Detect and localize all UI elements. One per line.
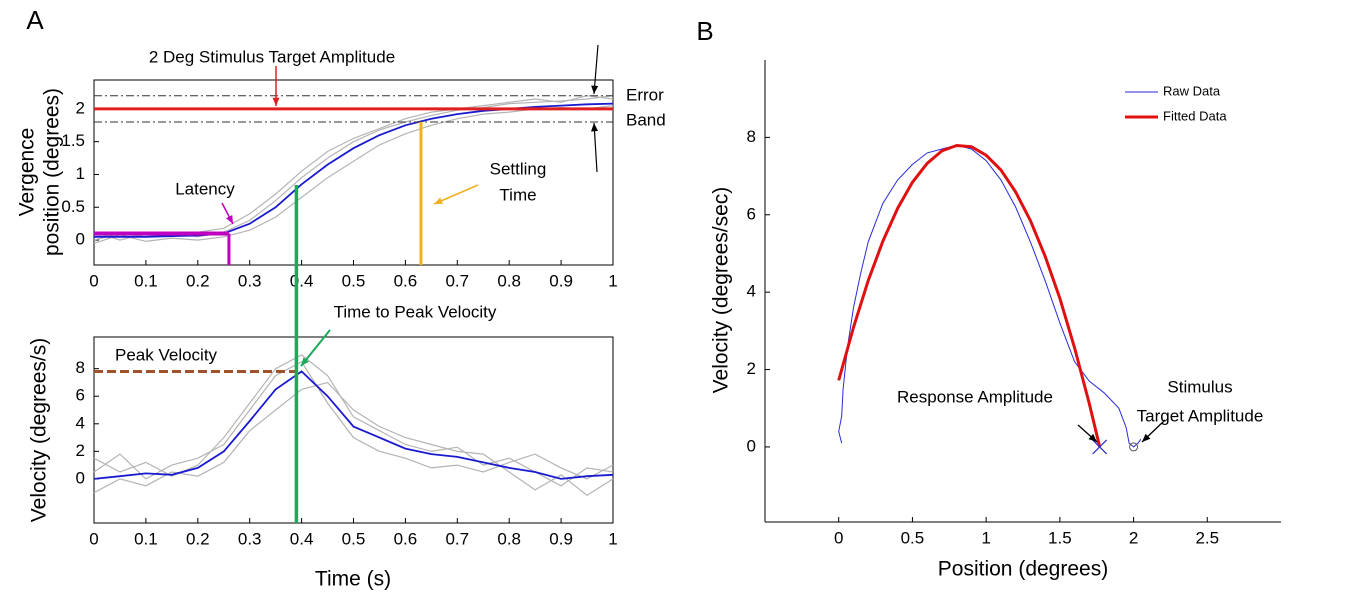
y-tick-label: 0 xyxy=(747,436,756,455)
y-tick-label: 2 xyxy=(747,359,756,378)
x-tick-label: 0.3 xyxy=(238,271,262,290)
y-tick-label: 1 xyxy=(76,164,85,183)
y-axis-label: Velocity (degrees/s) xyxy=(28,338,51,522)
x-tick-label: 0 xyxy=(834,528,843,547)
y-tick-label: 8 xyxy=(747,127,756,146)
panel-label: A xyxy=(26,5,44,35)
y-tick-label: 0 xyxy=(76,230,85,249)
annotation: Stimulus xyxy=(1167,377,1232,396)
x-tick-label: 0.5 xyxy=(342,529,366,548)
arrow-head xyxy=(226,215,233,224)
y-tick-label: 0 xyxy=(76,468,85,487)
arrow-head xyxy=(434,197,443,204)
arrow-head xyxy=(272,97,280,106)
x-tick-label: 0.4 xyxy=(290,271,314,290)
arrow-head xyxy=(301,357,309,366)
y-tick-label: 2 xyxy=(76,441,85,460)
y-tick-label: 4 xyxy=(76,413,85,432)
x-tick-label: 0.5 xyxy=(342,271,366,290)
data-line xyxy=(93,354,614,487)
legend-label: Raw Data xyxy=(1163,83,1221,98)
data-line xyxy=(93,370,614,480)
y-tick-label: 6 xyxy=(747,204,756,223)
legend-label: Fitted Data xyxy=(1163,108,1227,123)
y-tick-label: 4 xyxy=(747,282,756,301)
x-tick-label: 0.8 xyxy=(497,271,521,290)
annotation: 2 Deg Stimulus Target Amplitude xyxy=(149,47,395,66)
x-tick-label: 0.6 xyxy=(394,529,418,548)
x-tick-label: 2 xyxy=(1129,528,1138,547)
annotation: Peak Velocity xyxy=(115,345,218,364)
arrow-head xyxy=(591,123,599,132)
x-tick-label: 0 xyxy=(89,271,98,290)
y-tick-label: 1.5 xyxy=(61,131,85,150)
y-axis-label: position (degrees) xyxy=(41,88,64,256)
x-tick-label: 0.5 xyxy=(901,528,925,547)
x-tick-label: 0.7 xyxy=(445,529,469,548)
x-tick-label: 1 xyxy=(981,528,990,547)
x-tick-label: 1 xyxy=(608,271,617,290)
x-tick-label: 0.7 xyxy=(445,271,469,290)
annotation: Band xyxy=(626,110,666,129)
y-tick-label: 2 xyxy=(76,98,85,117)
y-tick-label: 6 xyxy=(76,386,85,405)
arrow-head xyxy=(591,85,599,94)
x-tick-label: 0.2 xyxy=(186,271,210,290)
y-tick-label: 8 xyxy=(76,358,85,377)
annotation: Response Amplitude xyxy=(897,387,1053,406)
target-amplitude-marker xyxy=(1129,442,1139,452)
x-axis-label: Time (s) xyxy=(315,568,391,591)
response-amplitude-marker xyxy=(1092,439,1108,455)
data-line xyxy=(838,144,1142,448)
annotation: Settling xyxy=(490,159,547,178)
data-line xyxy=(93,361,614,480)
x-tick-label: 0.9 xyxy=(549,271,573,290)
arrow-head xyxy=(1142,433,1151,442)
annotation: Time xyxy=(499,185,536,204)
x-tick-label: 0.4 xyxy=(290,529,314,548)
x-tick-label: 0.1 xyxy=(134,271,158,290)
arrow-head xyxy=(1088,433,1097,442)
y-axis-label: Velocity (degrees/sec) xyxy=(710,187,733,394)
y-tick-label: 0.5 xyxy=(61,197,85,216)
annotation: Error xyxy=(626,85,664,104)
y-axis-label: Vergence xyxy=(16,128,39,217)
x-tick-label: 0.2 xyxy=(186,529,210,548)
plot-frame xyxy=(93,336,614,524)
x-tick-label: 0.8 xyxy=(497,529,521,548)
annotation: Latency xyxy=(175,179,235,198)
x-tick-label: 0.6 xyxy=(394,271,418,290)
annotation: Target Amplitude xyxy=(1137,406,1264,425)
data-line xyxy=(93,381,614,497)
x-tick-label: 1.5 xyxy=(1048,528,1072,547)
x-tick-label: 0 xyxy=(89,529,98,548)
x-tick-label: 0.3 xyxy=(238,529,262,548)
x-axis-label: Position (degrees) xyxy=(938,558,1108,581)
x-tick-label: 2.5 xyxy=(1195,528,1219,547)
x-tick-label: 0.1 xyxy=(134,529,158,548)
data-line xyxy=(837,143,1102,448)
panel-label: B xyxy=(696,16,713,46)
x-tick-label: 0.9 xyxy=(549,529,573,548)
x-tick-label: 1 xyxy=(608,529,617,548)
annotation: Time to Peak Velocity xyxy=(334,302,497,321)
